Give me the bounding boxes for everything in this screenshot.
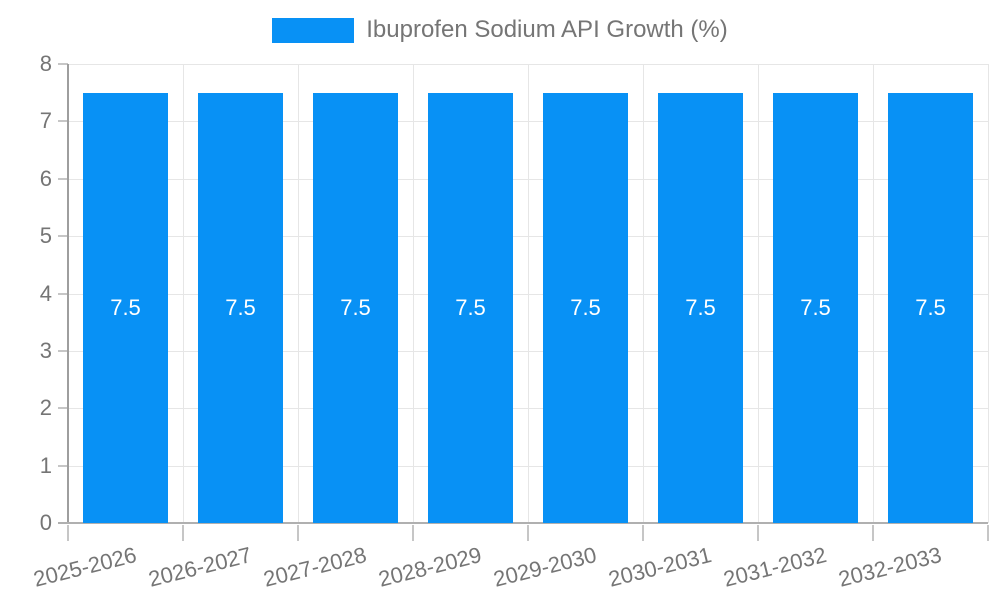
bar[interactable]: 7.5: [428, 92, 513, 523]
y-axis-tick: [58, 464, 68, 467]
y-axis-tick: [58, 349, 68, 352]
y-axis-tick: [58, 63, 68, 65]
gridline-vertical: [642, 64, 644, 523]
y-axis-tick: [58, 292, 68, 295]
x-tick-label: 2027-2028: [261, 542, 370, 592]
legend-swatch[interactable]: [272, 17, 355, 43]
x-axis-tick: [757, 525, 759, 541]
bar[interactable]: 7.5: [658, 92, 743, 523]
y-tick-label: 0: [39, 510, 52, 535]
gridline-vertical: [987, 64, 989, 523]
x-axis-tick: [182, 525, 184, 541]
y-tick-label: 6: [39, 165, 52, 191]
bar-value-label: 7.5: [225, 294, 256, 320]
bar-value-label: 7.5: [685, 294, 716, 320]
gridline-vertical: [182, 64, 184, 523]
x-tick-label: 2030-2031: [606, 542, 715, 592]
bar[interactable]: 7.5: [773, 92, 858, 523]
bar[interactable]: 7.5: [198, 92, 283, 523]
x-axis-tick: [67, 525, 69, 541]
bar-value-label: 7.5: [570, 294, 601, 320]
x-axis-line: [58, 522, 988, 524]
x-axis-tick: [642, 525, 644, 541]
bar[interactable]: 7.5: [543, 92, 628, 523]
x-tick-label: 2025-2026: [31, 542, 140, 592]
y-tick-label: 7: [39, 108, 52, 134]
y-axis-tick: [58, 235, 68, 238]
x-axis-tick: [987, 525, 989, 541]
gridline-vertical: [412, 64, 414, 523]
y-tick-label: 1: [39, 452, 52, 478]
bar-value-label: 7.5: [340, 294, 371, 320]
y-axis-tick: [58, 120, 68, 123]
bar-value-label: 7.5: [915, 294, 946, 320]
y-tick-label: 5: [39, 223, 52, 249]
bar[interactable]: 7.5: [313, 92, 398, 523]
x-axis-tick: [297, 525, 299, 541]
gridline-vertical: [757, 64, 759, 523]
y-axis-tick: [58, 407, 68, 410]
bar-value-label: 7.5: [110, 294, 141, 320]
legend-label: Ibuprofen Sodium API Growth (%): [366, 16, 728, 43]
bar-value-label: 7.5: [455, 294, 486, 320]
gridline-vertical: [872, 64, 874, 523]
y-axis-line: [67, 64, 69, 523]
y-tick-label: 4: [39, 280, 52, 306]
x-tick-label: 2026-2027: [146, 542, 255, 592]
x-tick-label: 2029-2030: [491, 542, 600, 592]
x-axis-tick: [412, 525, 414, 541]
x-axis-tick: [872, 525, 874, 541]
x-tick-label: 2031-2032: [721, 542, 830, 592]
y-tick-label: 3: [39, 337, 52, 363]
gridline-vertical: [297, 64, 299, 523]
y-tick-label: 8: [39, 51, 52, 76]
x-tick-label: 2032-2033: [836, 542, 945, 592]
x-tick-label: 2028-2029: [376, 542, 485, 592]
x-axis-tick: [527, 525, 529, 541]
gridline-vertical: [527, 64, 529, 523]
y-axis-tick: [58, 177, 68, 180]
y-tick-label: 2: [39, 395, 52, 421]
legend: Ibuprofen Sodium API Growth (%): [0, 16, 1000, 44]
bar-value-label: 7.5: [800, 294, 831, 320]
bar[interactable]: 7.5: [83, 92, 168, 523]
bar[interactable]: 7.5: [888, 92, 973, 523]
